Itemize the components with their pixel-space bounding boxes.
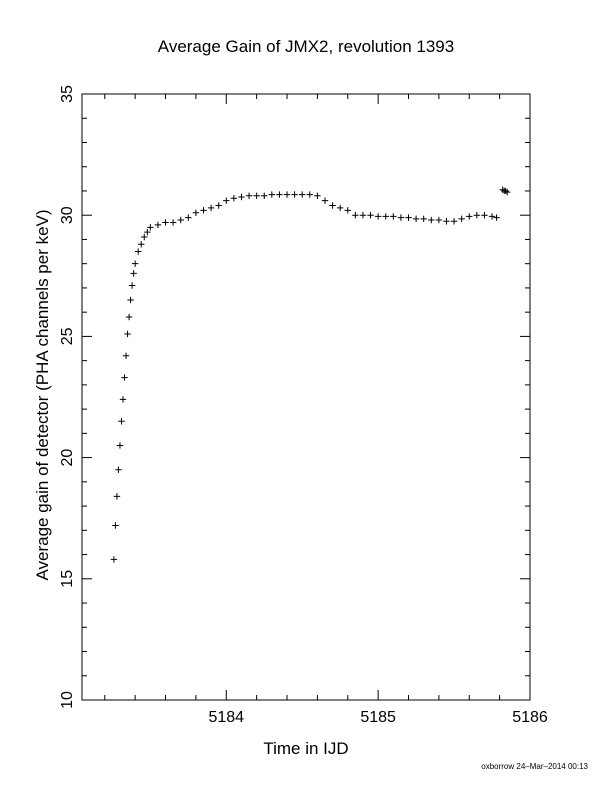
data-point	[162, 219, 169, 226]
data-point	[238, 193, 245, 201]
data-point	[473, 212, 481, 219]
data-point	[428, 216, 435, 224]
data-point	[504, 188, 511, 196]
data-point	[329, 202, 336, 209]
data-point	[110, 556, 118, 563]
data-point	[127, 296, 134, 304]
data-point	[276, 191, 283, 198]
data-point	[374, 213, 382, 220]
data-point	[121, 374, 128, 381]
data-point	[268, 191, 276, 198]
data-point	[306, 191, 313, 198]
x-tick-label: 5186	[512, 709, 548, 726]
data-point	[412, 215, 420, 223]
data-point	[130, 270, 137, 277]
data-point	[359, 212, 367, 219]
data-point	[390, 213, 397, 220]
chart-title: Average Gain of JMX2, revolution 1393	[158, 37, 454, 56]
data-point	[382, 213, 389, 220]
data-point	[450, 218, 458, 225]
y-axis: 10 15 20 25 30 35	[59, 85, 530, 709]
data-point	[397, 214, 405, 221]
x-tick-label: 5184	[208, 709, 244, 726]
data-point	[144, 228, 151, 236]
footer-credit: oxborrow 24–Mar–2014 00:13	[481, 762, 588, 771]
data-point	[200, 207, 207, 214]
data-point	[141, 233, 148, 241]
data-point	[112, 522, 119, 529]
data-point	[192, 209, 200, 216]
data-point	[119, 396, 127, 403]
data-point	[223, 197, 230, 204]
data-point	[493, 214, 500, 221]
data-point	[321, 197, 329, 204]
data-point	[147, 224, 154, 231]
x-tick-label: 5185	[360, 709, 396, 726]
data-point	[261, 192, 268, 200]
data-point	[299, 191, 306, 198]
data-point	[207, 204, 215, 212]
data-point	[230, 195, 238, 202]
data-series	[110, 186, 511, 563]
data-point	[458, 215, 465, 223]
data-point	[253, 192, 260, 200]
y-tick-label: 25	[59, 327, 76, 345]
data-point	[215, 202, 222, 209]
data-point	[124, 330, 131, 338]
data-point	[420, 215, 427, 223]
data-point	[113, 493, 121, 500]
y-tick-label: 30	[59, 206, 76, 224]
plot-frame	[81, 93, 531, 701]
data-point	[405, 214, 412, 221]
x-axis-label: Time in IJD	[263, 739, 348, 758]
data-point	[128, 282, 136, 289]
data-point	[118, 418, 125, 425]
data-point	[314, 192, 321, 200]
y-tick-label: 15	[59, 570, 76, 588]
y-tick-label: 10	[59, 691, 76, 709]
data-point	[466, 213, 473, 220]
data-point	[125, 313, 133, 321]
data-point	[502, 187, 509, 195]
data-point	[499, 186, 506, 193]
data-point	[367, 212, 374, 219]
y-axis-label: Average gain of detector (PHA channels p…	[33, 209, 52, 580]
data-point	[245, 192, 253, 200]
data-point	[352, 212, 359, 219]
data-point	[291, 191, 298, 198]
x-axis: 5184 5185 5186	[104, 94, 548, 726]
data-point	[185, 214, 192, 221]
data-point	[138, 241, 145, 248]
data-point	[169, 219, 177, 226]
data-point	[131, 260, 139, 267]
y-tick-label: 35	[59, 85, 76, 103]
data-point	[122, 352, 130, 359]
data-point	[115, 466, 122, 473]
data-point	[134, 248, 142, 255]
data-point	[116, 442, 124, 449]
y-tick-label: 20	[59, 449, 76, 467]
data-point	[435, 216, 443, 224]
data-point	[177, 216, 184, 224]
data-point	[283, 191, 291, 198]
plot-area	[81, 93, 531, 701]
data-point	[481, 212, 488, 219]
data-point	[344, 207, 351, 214]
data-point	[443, 218, 450, 225]
data-point	[488, 213, 496, 220]
data-point	[154, 221, 162, 229]
data-point	[336, 204, 344, 212]
